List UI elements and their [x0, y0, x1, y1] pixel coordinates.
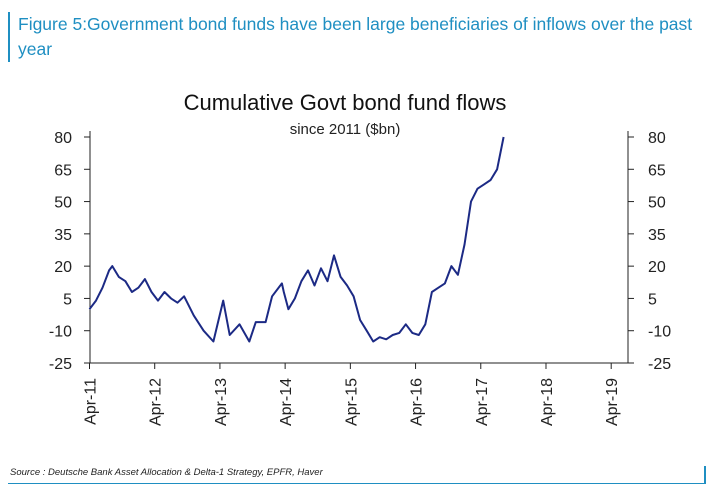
y-tick-label-right: 65 — [648, 162, 666, 179]
y-tick-label-right: -25 — [648, 356, 671, 373]
y-tick-label-left: -25 — [49, 356, 72, 373]
footer-tick — [704, 466, 706, 484]
y-tick-label-right: 20 — [648, 259, 666, 276]
y-tick-label-right: 50 — [648, 195, 666, 212]
y-tick-label-right: 5 — [648, 291, 657, 308]
y-tick-label-left: 50 — [54, 195, 72, 212]
x-tick-label: Apr-16 — [409, 378, 426, 426]
x-tick-label: Apr-11 — [83, 378, 100, 425]
y-tick-label-left: 65 — [54, 162, 72, 179]
footer-rule — [8, 483, 706, 484]
y-tick-label-right: 35 — [648, 227, 666, 244]
x-tick-label: Apr-18 — [539, 378, 556, 426]
y-tick-label-left: 80 — [54, 130, 72, 147]
series-line — [88, 136, 505, 343]
chart: Cumulative Govt bond fund flows since 20… — [49, 90, 671, 426]
y-tick-label-right: 80 — [648, 130, 666, 147]
y-tick-label-left: 35 — [54, 227, 72, 244]
figure-header: Figure 5:Government bond funds have been… — [8, 12, 716, 62]
chart-subtitle: since 2011 ($bn) — [290, 121, 401, 138]
chart-axes: 80 80 65 65 50 50 35 35 20 20 5 5 -10 -10 -25 -25 Apr-11… — [49, 130, 671, 426]
y-tick-label-left: 20 — [54, 259, 72, 276]
y-tick-label-left: 5 — [63, 291, 72, 308]
source-note: Source : Deutsche Bank Asset Allocation … — [10, 467, 323, 478]
x-tick-label: Apr-15 — [343, 378, 360, 426]
chart-title: Cumulative Govt bond fund flows — [184, 90, 507, 115]
y-tick-label-right: -10 — [648, 324, 671, 341]
x-tick-label: Apr-13 — [213, 378, 230, 426]
y-tick-label-left: -10 — [49, 324, 72, 341]
figure-caption: Figure 5:Government bond funds have been… — [18, 14, 693, 59]
x-tick-label: Apr-19 — [604, 378, 621, 426]
x-tick-label: Apr-17 — [474, 378, 491, 426]
series-layer — [88, 136, 505, 343]
x-tick-label: Apr-12 — [148, 378, 165, 426]
x-tick-label: Apr-14 — [278, 378, 295, 426]
